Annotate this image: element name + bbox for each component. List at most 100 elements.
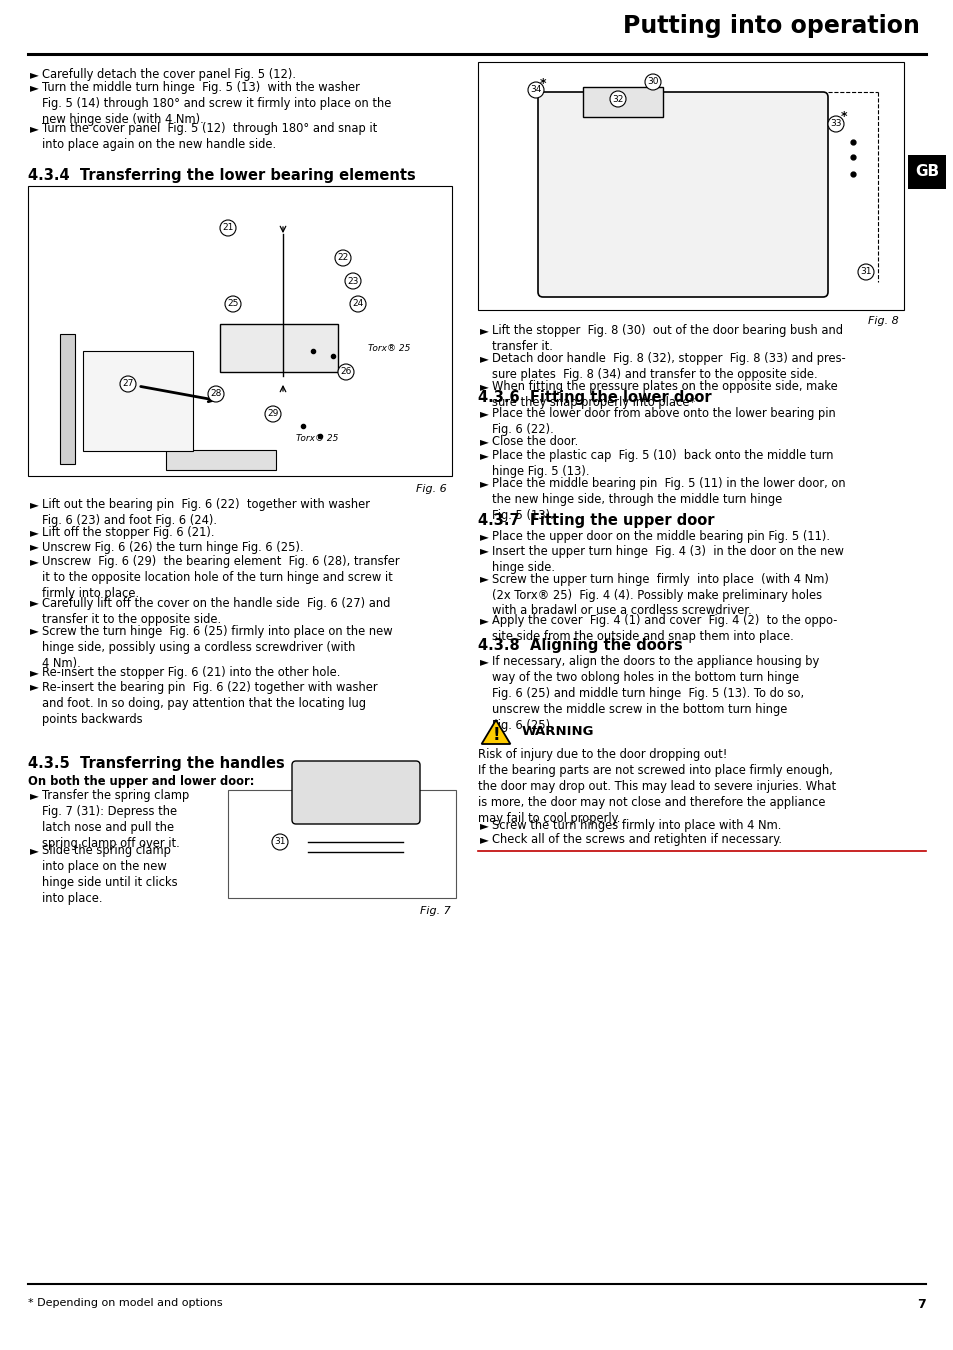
Text: 34: 34 xyxy=(530,85,541,94)
Text: 31: 31 xyxy=(860,267,871,277)
Text: 33: 33 xyxy=(829,120,841,128)
Text: Torx® 25: Torx® 25 xyxy=(368,344,410,352)
Text: Screw the turn hinge  Fig. 6 (25) firmly into place on the new
hinge side, possi: Screw the turn hinge Fig. 6 (25) firmly … xyxy=(42,625,393,670)
Circle shape xyxy=(827,116,843,132)
Text: ►: ► xyxy=(30,625,39,637)
Text: 24: 24 xyxy=(352,300,363,309)
Text: Screw the upper turn hinge  firmly  into place  (with 4 Nm)
(2x Torx® 25)  Fig. : Screw the upper turn hinge firmly into p… xyxy=(492,572,828,617)
Text: ►: ► xyxy=(479,478,488,490)
Text: Turn the middle turn hinge  Fig. 5 (13)  with the washer
Fig. 5 (14) through 180: Turn the middle turn hinge Fig. 5 (13) w… xyxy=(42,81,391,127)
Text: Carefully lift off the cover on the handle side  Fig. 6 (27) and
transfer it to : Carefully lift off the cover on the hand… xyxy=(42,597,390,625)
FancyBboxPatch shape xyxy=(228,790,456,898)
Text: 32: 32 xyxy=(612,95,623,104)
Text: Re-insert the stopper Fig. 6 (21) into the other hole.: Re-insert the stopper Fig. 6 (21) into t… xyxy=(42,666,340,679)
Text: 25: 25 xyxy=(227,300,238,309)
Text: Transfer the spring clamp
Fig. 7 (31): Depress the
latch nose and pull the
sprin: Transfer the spring clamp Fig. 7 (31): D… xyxy=(42,788,189,850)
Text: 29: 29 xyxy=(267,409,278,418)
Text: 4.3.6  Fitting the lower door: 4.3.6 Fitting the lower door xyxy=(477,390,711,405)
Text: Unscrew  Fig. 6 (29)  the bearing element  Fig. 6 (28), transfer
it to the oppos: Unscrew Fig. 6 (29) the bearing element … xyxy=(42,555,399,599)
Text: Lift the stopper  Fig. 8 (30)  out of the door bearing bush and
transfer it.: Lift the stopper Fig. 8 (30) out of the … xyxy=(492,324,842,352)
Polygon shape xyxy=(83,351,193,451)
Text: ►: ► xyxy=(479,324,488,338)
Text: 4.3.5  Transferring the handles: 4.3.5 Transferring the handles xyxy=(28,756,284,771)
FancyBboxPatch shape xyxy=(220,324,337,373)
Circle shape xyxy=(220,220,235,236)
Text: *: * xyxy=(840,109,846,123)
Text: ►: ► xyxy=(479,450,488,463)
Text: Place the lower door from above onto the lower bearing pin
Fig. 6 (22).: Place the lower door from above onto the… xyxy=(492,406,835,436)
Circle shape xyxy=(208,386,224,402)
Polygon shape xyxy=(481,720,510,744)
Text: ►: ► xyxy=(479,544,488,558)
Circle shape xyxy=(225,296,241,312)
Text: ►: ► xyxy=(30,81,39,95)
Text: Fig. 8: Fig. 8 xyxy=(867,316,898,325)
Text: ►: ► xyxy=(30,666,39,679)
Text: 22: 22 xyxy=(337,254,348,262)
Text: ►: ► xyxy=(479,833,488,846)
Text: 7: 7 xyxy=(916,1297,925,1311)
Text: ►: ► xyxy=(479,406,488,420)
Text: ►: ► xyxy=(30,597,39,609)
Polygon shape xyxy=(166,450,275,470)
Text: If necessary, align the doors to the appliance housing by
way of the two oblong : If necessary, align the doors to the app… xyxy=(492,655,819,732)
Text: Re-insert the bearing pin  Fig. 6 (22) together with washer
and foot. In so doin: Re-insert the bearing pin Fig. 6 (22) to… xyxy=(42,680,377,725)
Text: Detach door handle  Fig. 8 (32), stopper  Fig. 8 (33) and pres-
sure plates  Fig: Detach door handle Fig. 8 (32), stopper … xyxy=(492,352,845,381)
Text: 26: 26 xyxy=(340,367,352,377)
Text: Place the middle bearing pin  Fig. 5 (11) in the lower door, on
the new hinge si: Place the middle bearing pin Fig. 5 (11)… xyxy=(492,478,844,522)
Text: Lift out the bearing pin  Fig. 6 (22)  together with washer
Fig. 6 (23) and foot: Lift out the bearing pin Fig. 6 (22) tog… xyxy=(42,498,370,526)
Text: Putting into operation: Putting into operation xyxy=(622,14,919,38)
Circle shape xyxy=(644,74,660,90)
Text: ►: ► xyxy=(30,498,39,512)
Circle shape xyxy=(120,377,136,392)
Text: Apply the cover  Fig. 4 (1) and cover  Fig. 4 (2)  to the oppo-
site side from t: Apply the cover Fig. 4 (1) and cover Fig… xyxy=(492,614,837,643)
Circle shape xyxy=(335,250,351,266)
Text: Fig. 6: Fig. 6 xyxy=(416,485,447,494)
Text: ►: ► xyxy=(30,540,39,553)
FancyBboxPatch shape xyxy=(459,0,953,54)
Text: ►: ► xyxy=(30,555,39,568)
Text: ►: ► xyxy=(479,531,488,543)
Circle shape xyxy=(272,834,288,850)
Text: 4.3.8  Aligning the doors: 4.3.8 Aligning the doors xyxy=(477,639,682,653)
Text: ►: ► xyxy=(30,680,39,694)
Text: 23: 23 xyxy=(347,277,358,285)
Text: Carefully detach the cover panel Fig. 5 (12).: Carefully detach the cover panel Fig. 5 … xyxy=(42,68,295,81)
Text: Place the plastic cap  Fig. 5 (10)  back onto the middle turn
hinge Fig. 5 (13).: Place the plastic cap Fig. 5 (10) back o… xyxy=(492,450,833,478)
Circle shape xyxy=(350,296,366,312)
Text: 27: 27 xyxy=(122,379,133,389)
Text: 21: 21 xyxy=(222,224,233,232)
Text: ►: ► xyxy=(30,526,39,539)
Circle shape xyxy=(345,273,360,289)
Text: GB: GB xyxy=(914,165,938,180)
Text: Check all of the screws and retighten if necessary.: Check all of the screws and retighten if… xyxy=(492,833,781,846)
Circle shape xyxy=(337,364,354,379)
Text: ►: ► xyxy=(479,572,488,586)
FancyBboxPatch shape xyxy=(582,86,662,117)
Text: ►: ► xyxy=(479,352,488,365)
Text: ►: ► xyxy=(30,844,39,857)
Text: Turn the cover panel  Fig. 5 (12)  through 180° and snap it
into place again on : Turn the cover panel Fig. 5 (12) through… xyxy=(42,122,376,151)
Text: When fitting the pressure plates on the opposite side, make
sure they snap prope: When fitting the pressure plates on the … xyxy=(492,379,837,409)
Text: ►: ► xyxy=(30,788,39,802)
FancyBboxPatch shape xyxy=(477,62,903,310)
Text: Torx® 25: Torx® 25 xyxy=(295,433,338,443)
Text: ►: ► xyxy=(479,379,488,393)
Text: Screw the turn hinges firmly into place with 4 Nm.: Screw the turn hinges firmly into place … xyxy=(492,819,781,833)
Text: Lift off the stopper Fig. 6 (21).: Lift off the stopper Fig. 6 (21). xyxy=(42,526,214,539)
Text: ►: ► xyxy=(30,68,39,81)
Text: On both the upper and lower door:: On both the upper and lower door: xyxy=(28,775,254,788)
Text: * Depending on model and options: * Depending on model and options xyxy=(28,1297,222,1308)
Text: WARNING: WARNING xyxy=(521,725,594,738)
Circle shape xyxy=(857,265,873,279)
Text: Risk of injury due to the door dropping out!
If the bearing parts are not screwe: Risk of injury due to the door dropping … xyxy=(477,748,835,825)
Text: Unscrew Fig. 6 (26) the turn hinge Fig. 6 (25).: Unscrew Fig. 6 (26) the turn hinge Fig. … xyxy=(42,540,303,553)
FancyBboxPatch shape xyxy=(292,761,419,824)
Text: ►: ► xyxy=(479,819,488,833)
Text: Fig. 7: Fig. 7 xyxy=(420,906,451,917)
FancyBboxPatch shape xyxy=(907,155,945,189)
Text: ►: ► xyxy=(479,655,488,668)
Text: Place the upper door on the middle bearing pin Fig. 5 (11).: Place the upper door on the middle beari… xyxy=(492,531,829,543)
Text: 4.3.4  Transferring the lower bearing elements: 4.3.4 Transferring the lower bearing ele… xyxy=(28,167,416,184)
Circle shape xyxy=(265,406,281,423)
